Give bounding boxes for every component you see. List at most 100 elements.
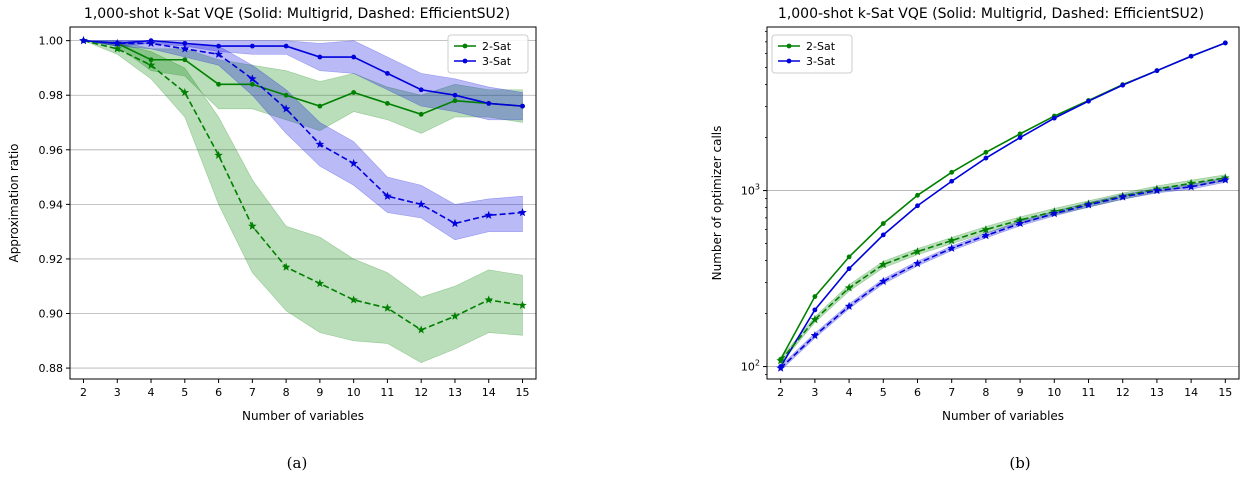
chart-a-point bbox=[315, 139, 325, 148]
chart-a-point bbox=[349, 158, 358, 168]
chart-b-point bbox=[949, 169, 955, 175]
chart-a-point bbox=[317, 103, 323, 109]
chart-a-point bbox=[450, 218, 460, 228]
chart-a-legend-box bbox=[447, 34, 529, 74]
chart-a-caption: (a) bbox=[287, 454, 308, 472]
chart-b-point bbox=[844, 283, 854, 292]
chart-a-point bbox=[452, 98, 458, 104]
chart-a-series-line-2 bbox=[83, 39, 523, 331]
chart-b-point bbox=[981, 231, 991, 240]
chart-b-x-tick-label: 3 bbox=[811, 386, 818, 399]
chart-a-y-ticks: 0.88 0.90 0.92 0.94 0.96 0.98 1.00 bbox=[39, 35, 70, 375]
chart-a-legend: 2-Sat 3-Sat bbox=[447, 34, 529, 74]
chart-b-legend: 2-Sat 3-Sat bbox=[771, 34, 853, 74]
chart-b-band-3 bbox=[780, 177, 1226, 372]
chart-a-series-line-1 bbox=[83, 39, 523, 107]
chart-a-x-tick-label: 13 bbox=[448, 386, 462, 399]
chart-b-point bbox=[1118, 192, 1127, 201]
panel-b: 1,000-shot k-Sat VQE (Solid: Multigrid, … bbox=[710, 6, 1240, 472]
chart-a-point bbox=[452, 92, 458, 98]
chart-a-point bbox=[416, 325, 426, 334]
chart-a-point bbox=[351, 90, 357, 95]
chart-b-point bbox=[812, 294, 818, 299]
chart-a-x-tick-label: 2 bbox=[80, 386, 87, 399]
chart-a-series-line-0 bbox=[83, 39, 523, 116]
chart-a-point bbox=[518, 300, 527, 309]
chart-b-x-tick-label: 5 bbox=[880, 386, 887, 399]
chart-a-legend-marker bbox=[462, 43, 468, 49]
chart-a-point bbox=[486, 101, 492, 106]
chart-a-point bbox=[383, 191, 392, 200]
chart-b-point bbox=[1154, 68, 1160, 74]
chart-b-legend-marker bbox=[786, 58, 792, 64]
chart-a-y-tick-label: 0.92 bbox=[39, 253, 64, 266]
chart-b-x-tick-label: 7 bbox=[948, 386, 955, 399]
chart-b-x-tick-label: 11 bbox=[1082, 386, 1096, 399]
chart-b-series-line-3 bbox=[780, 179, 1226, 369]
chart-a-point bbox=[216, 81, 221, 87]
chart-a-x-tick-label: 15 bbox=[515, 386, 529, 399]
chart-a-point bbox=[214, 49, 223, 58]
chart-b-point bbox=[879, 276, 888, 285]
chart-b-y-tick-label: 102 bbox=[741, 359, 760, 374]
chart-a-point bbox=[520, 103, 525, 109]
chart-a-y-tick-label: 0.96 bbox=[39, 144, 64, 157]
chart-a-point bbox=[113, 44, 122, 53]
chart-a-y-tick-label: 0.98 bbox=[39, 89, 64, 102]
chart-b-lines bbox=[779, 42, 1226, 369]
chart-a-title: 1,000-shot k-Sat VQE (Solid: Multigrid, … bbox=[84, 6, 510, 22]
chart-a-point bbox=[385, 70, 390, 76]
chart-a-point bbox=[283, 43, 289, 49]
chart-a-point bbox=[418, 87, 424, 93]
chart-b-point bbox=[915, 203, 920, 209]
chart-b-point bbox=[1152, 186, 1162, 195]
chart-a-x-tick-label: 5 bbox=[181, 386, 188, 399]
chart-b-point bbox=[913, 247, 922, 256]
chart-b-point bbox=[983, 155, 989, 161]
chart-a-point bbox=[182, 57, 188, 63]
chart-a-point bbox=[317, 54, 323, 60]
chart-b-x-tick-label: 2 bbox=[777, 386, 784, 399]
chart-a-markers bbox=[79, 36, 527, 334]
chart-a-x-tick-label: 7 bbox=[249, 386, 256, 399]
chart-b-markers bbox=[776, 40, 1230, 372]
chart-a-x-tick-label: 4 bbox=[148, 386, 155, 399]
chart-b-point bbox=[981, 225, 991, 234]
chart-a-series-line-3 bbox=[83, 39, 523, 225]
chart-b-series-line-1 bbox=[779, 42, 1226, 367]
chart-a-point bbox=[216, 43, 221, 49]
chart-b-grid bbox=[767, 190, 1239, 367]
chart-b-point bbox=[810, 331, 820, 340]
chart-b-x-tick-label: 4 bbox=[846, 386, 853, 399]
chart-a-point bbox=[281, 104, 291, 113]
chart-b-point bbox=[913, 259, 922, 268]
chart-b-point bbox=[947, 236, 956, 245]
chart-b-caption: (b) bbox=[1009, 454, 1030, 472]
chart-a-point bbox=[180, 44, 190, 53]
chart-a-lines bbox=[83, 39, 523, 331]
chart-b-legend-label: 2-Sat bbox=[806, 40, 836, 53]
chart-b-point bbox=[880, 221, 886, 226]
chart-a-point bbox=[214, 150, 223, 159]
chart-a-x-tick-label: 8 bbox=[283, 386, 290, 399]
chart-b-point bbox=[844, 301, 854, 310]
chart-b-point bbox=[1050, 209, 1059, 218]
chart-b-point bbox=[983, 149, 989, 155]
chart-a-x-tick-label: 6 bbox=[215, 386, 222, 399]
chart-a-point bbox=[249, 81, 255, 87]
chart-b-title: 1,000-shot k-Sat VQE (Solid: Multigrid, … bbox=[778, 6, 1204, 22]
chart-a-point bbox=[148, 57, 154, 63]
chart-a-point bbox=[146, 38, 156, 48]
chart-b-point bbox=[1051, 115, 1057, 121]
chart-a-ylabel: Approximation ratio bbox=[7, 143, 21, 262]
chart-b-x-ticks: 2 3 4 5 6 7 8 9 10 11 12 13 14 15 bbox=[777, 379, 1232, 399]
chart-a-point bbox=[416, 199, 426, 208]
chart-a-point bbox=[484, 210, 493, 219]
chart-a-bands bbox=[83, 40, 523, 363]
chart-a-point bbox=[385, 101, 390, 106]
chart-b-x-tick-label: 10 bbox=[1047, 386, 1061, 399]
chart-b-y-tick-label: 103 bbox=[741, 183, 760, 198]
chart-a-x-tick-label: 10 bbox=[347, 386, 361, 399]
chart-b-point bbox=[846, 254, 852, 260]
chart-b-point bbox=[915, 192, 920, 198]
